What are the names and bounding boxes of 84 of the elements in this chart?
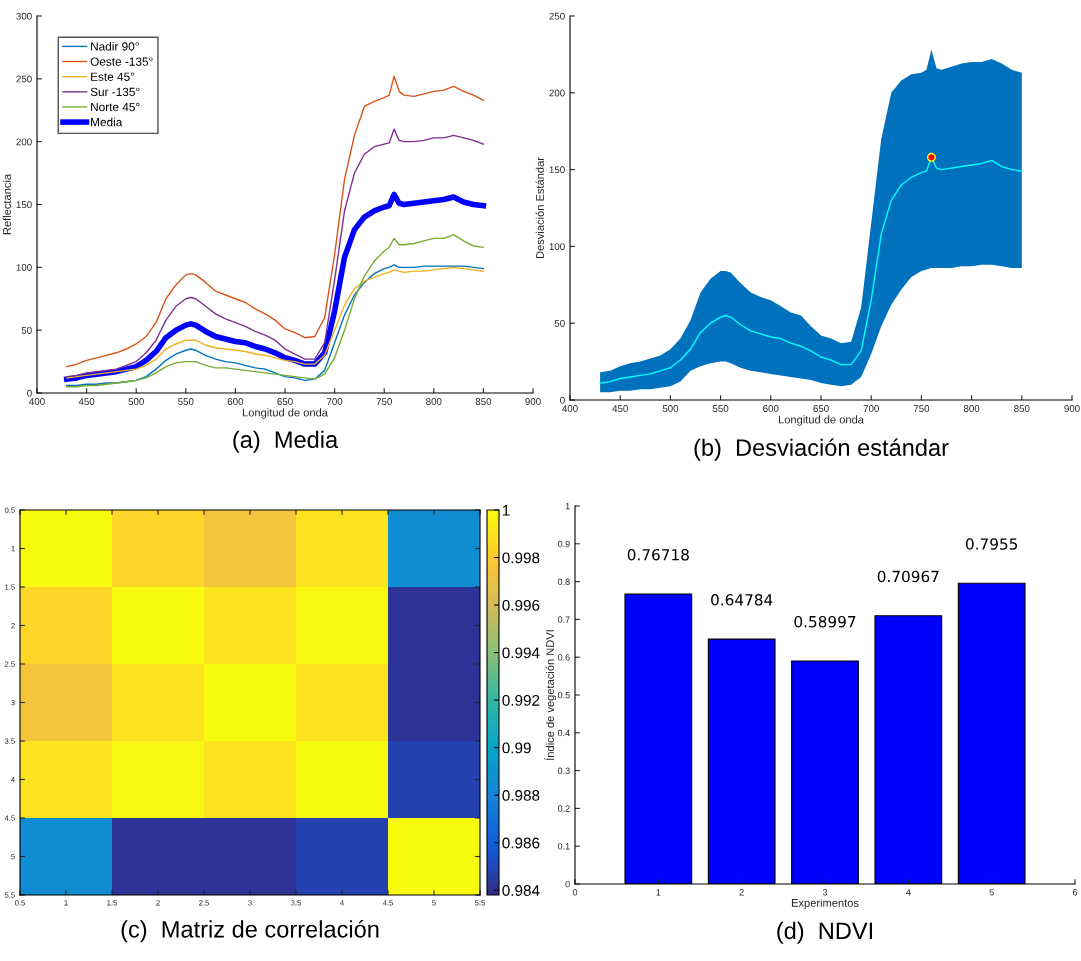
x-tick-label: 700	[326, 398, 343, 405]
x-tick-label: 1	[656, 889, 661, 896]
x-tick-label: 600	[763, 405, 779, 412]
x-tick-label: 600	[227, 398, 244, 405]
color-bar-label: 0.992	[502, 694, 540, 706]
x-axis-title: Longitud de onda	[242, 408, 328, 419]
x-tick-label: 800	[426, 398, 442, 405]
color-bar-label: 0.996	[502, 599, 540, 611]
text: (a) Media	[233, 430, 339, 453]
y-tick-label: 0.1	[557, 843, 570, 850]
x-tick-label: 700	[863, 405, 879, 412]
x-axis-title: Experimentos	[791, 898, 859, 910]
x-tick-label: 800	[963, 405, 980, 412]
legend-label: Nadir 90°	[91, 41, 139, 51]
y-tick-label: 250	[549, 12, 565, 20]
y-tick-label: 0.7	[557, 616, 570, 623]
x-tick-label: 4	[906, 889, 911, 896]
text: (d) NDVI	[777, 921, 873, 944]
legend-label: Sur -135°	[90, 87, 140, 97]
x-tick-label: 650	[277, 398, 293, 405]
y-tick-label: 0	[565, 880, 570, 888]
legend-label: Media	[91, 117, 123, 127]
x-tick-label: 550	[178, 398, 194, 405]
x-tick-label: 550	[712, 405, 729, 412]
x-tick-label: 450	[78, 398, 95, 405]
y-tick-label: 50	[554, 319, 565, 327]
x-tick-label: 850	[475, 398, 492, 405]
y-tick-label: 300	[16, 12, 32, 20]
line-series	[66, 128, 485, 378]
x-tick-label: 850	[1014, 405, 1030, 412]
x-tick-label: 750	[376, 398, 392, 405]
y-axis-title: Reflectancia	[2, 173, 11, 235]
legend-label: Este 45°	[91, 72, 135, 81]
x-tick-label: 3	[822, 889, 828, 896]
x-tick-label: 2	[739, 889, 744, 896]
data-label: 0.7955	[965, 538, 1018, 550]
y-tick-label: 100	[549, 243, 565, 251]
x-tick-label: 400	[562, 405, 578, 412]
y-tick-label: 150	[16, 201, 32, 209]
text: (c) Matriz de correlación	[121, 920, 379, 943]
color-bar-label: 0.994	[502, 647, 540, 659]
color-bar-label: 0.986	[502, 837, 540, 849]
x-tick-label: 6	[1072, 889, 1078, 896]
y-tick-label: 50	[21, 326, 32, 334]
x-tick-label: 750	[913, 405, 930, 412]
x-tick-label: 500	[128, 398, 144, 405]
x-tick-label: 650	[813, 405, 829, 412]
y-tick-label: 0.8	[557, 578, 570, 585]
color-bar-label: 0.998	[502, 552, 540, 564]
color-bar-label: 1	[502, 505, 510, 516]
color-bar-label: 0.99	[502, 742, 531, 754]
y-tick-label: 0.9	[557, 540, 570, 548]
data-label: 0.58997	[794, 615, 856, 628]
y-tick-label: 200	[16, 138, 32, 146]
y-tick-label: 1	[565, 503, 570, 510]
y-tick-label: 0.3	[557, 767, 570, 774]
y-tick-label: 100	[16, 264, 32, 271]
line-series	[66, 233, 485, 388]
x-tick-label: 900	[525, 398, 541, 405]
y-tick-label: 0.2	[557, 805, 570, 812]
x-tick-label: 5	[989, 889, 994, 896]
x-tick-label: 0	[572, 889, 578, 896]
y-tick-label: 0.4	[557, 729, 570, 737]
color-bar-label: 0.988	[502, 790, 540, 801]
data-label: 0.70967	[877, 570, 939, 583]
y-tick-label: 0	[27, 389, 32, 397]
x-tick-label: 500	[662, 405, 679, 412]
data-label: 0.64784	[711, 594, 773, 606]
x-tick-label: 900	[1064, 405, 1080, 412]
y-tick-label: 0.5	[557, 691, 570, 699]
color-bar-label: 0.984	[502, 885, 540, 896]
y-axis-title: Índice de vegetación NDVI	[544, 630, 557, 761]
legend-label: Norte 45°	[91, 102, 140, 112]
x-tick-label: 400	[29, 398, 45, 405]
text: (b) Desviación estándar	[694, 438, 949, 461]
y-axis-title: Desviación Estándar	[535, 157, 544, 259]
legend-label: Oeste -135°	[90, 57, 153, 66]
y-tick-label: 200	[549, 89, 565, 97]
x-axis-title: Longitud de onda	[778, 415, 864, 426]
y-tick-label: 250	[16, 75, 32, 83]
data-label: 0.76718	[627, 548, 689, 561]
x-tick-label: 450	[612, 405, 628, 412]
y-tick-label: 0.6	[557, 654, 570, 661]
y-tick-label: 150	[549, 166, 565, 174]
